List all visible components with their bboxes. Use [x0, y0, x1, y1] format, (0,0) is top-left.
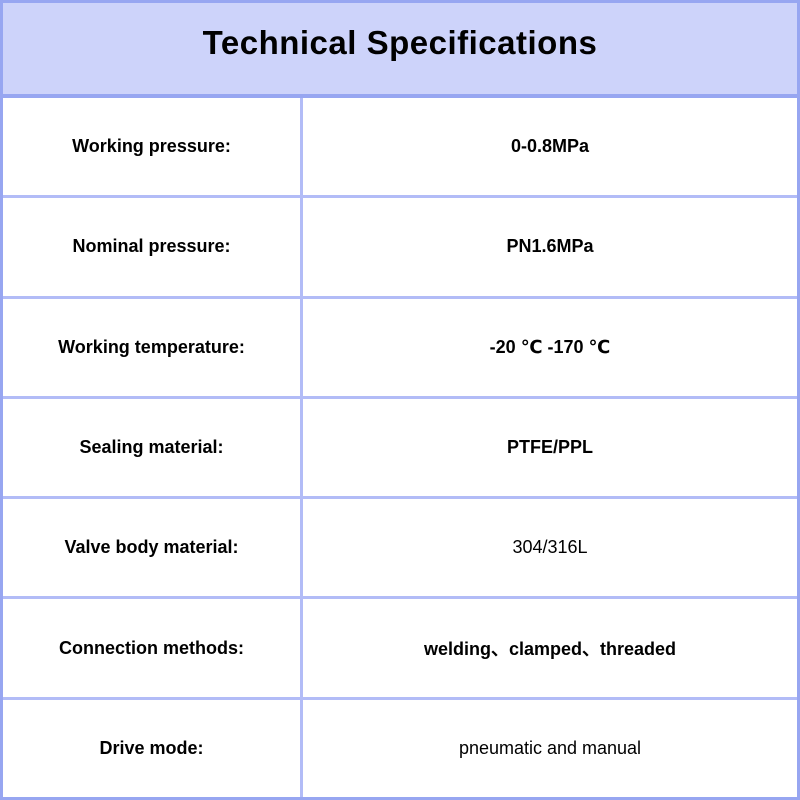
table-row: Connection methods: welding、clamped、thre… — [3, 599, 797, 700]
spec-label-cell: Connection methods: — [3, 599, 303, 697]
spec-label: Working pressure: — [72, 136, 231, 157]
spec-label-cell: Valve body material: — [3, 499, 303, 597]
spec-value-cell: -20 ℃ -170 ℃ — [303, 299, 797, 396]
spec-value-cell: welding、clamped、threaded — [303, 599, 797, 696]
spec-label: Sealing material: — [79, 436, 224, 457]
spec-value: pneumatic and manual — [458, 737, 642, 758]
spec-label-cell: Nominal pressure: — [3, 198, 303, 296]
spec-label: Drive mode: — [99, 737, 204, 758]
table-row: Working pressure: 0-0.8MPa — [3, 98, 797, 199]
spec-label-cell: Working temperature: — [3, 298, 303, 396]
spec-value: 0-0.8MPa — [510, 136, 590, 157]
spec-label: Valve body material: — [64, 537, 239, 558]
spec-value: -20 ℃ -170 ℃ — [489, 336, 611, 357]
sheet-header: Technical Specifications — [3, 3, 797, 98]
spec-label-cell: Sealing material: — [3, 398, 303, 497]
spec-label: Working temperature: — [58, 336, 245, 357]
spec-value: PN1.6MPa — [506, 236, 594, 257]
spec-value-cell: PN1.6MPa — [303, 198, 797, 295]
spec-table: Working pressure: 0-0.8MPa Nominal press… — [3, 98, 797, 797]
spec-label-cell: Working pressure: — [3, 98, 303, 196]
spec-value-cell: PTFE/PPL — [303, 399, 797, 496]
spec-value-cell: pneumatic and manual — [303, 700, 797, 797]
spec-value: PTFE/PPL — [506, 436, 593, 457]
spec-value-cell: 304/316L — [303, 499, 797, 596]
table-row: Sealing material: PTFE/PPL — [3, 398, 797, 500]
spec-value: 304/316L — [512, 537, 588, 558]
spec-label: Connection methods: — [59, 637, 244, 658]
table-row: Nominal pressure: PN1.6MPa — [3, 198, 797, 299]
table-row: Drive mode: pneumatic and manual — [3, 699, 797, 797]
spec-value: welding、clamped、threaded — [423, 639, 677, 660]
page-title: Technical Specifications — [202, 23, 598, 61]
table-row: Working temperature: -20 ℃ -170 ℃ — [3, 298, 797, 399]
spec-label-cell: Drive mode: — [3, 699, 303, 797]
table-row: Valve body material: 304/316L — [3, 499, 797, 600]
spec-label: Nominal pressure: — [72, 236, 231, 257]
spec-value-cell: 0-0.8MPa — [303, 98, 797, 195]
